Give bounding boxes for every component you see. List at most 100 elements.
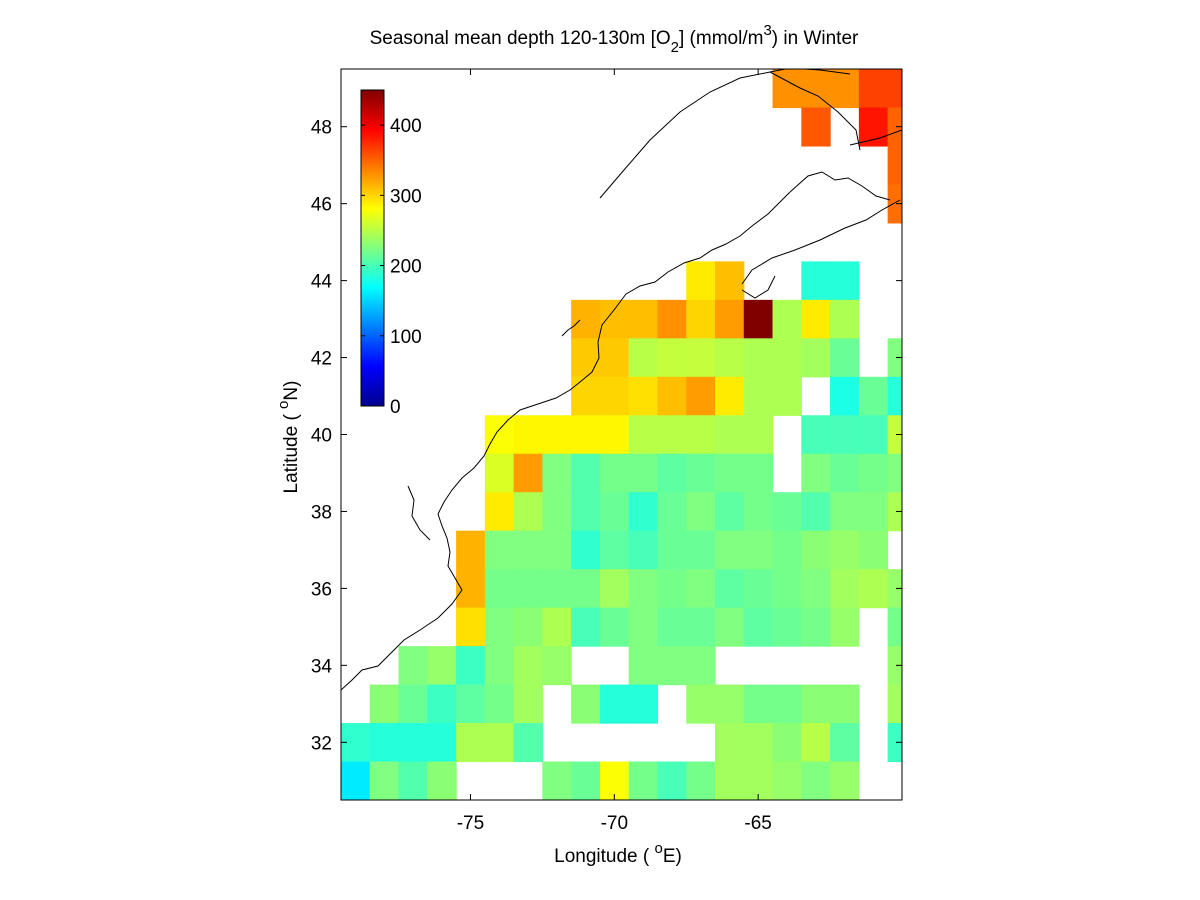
coastline <box>341 69 902 691</box>
y-tick-label: 34 <box>311 656 333 677</box>
heatmap-cell <box>830 69 860 109</box>
heatmap-cell <box>743 376 774 416</box>
heatmap-cell <box>686 646 716 686</box>
heatmap-cell <box>628 338 659 378</box>
heatmap-cell <box>801 299 831 339</box>
heatmap-cell <box>456 530 486 570</box>
heatmap-cell <box>571 338 601 378</box>
heatmap-cell <box>484 530 515 570</box>
heatmap-cell <box>456 723 486 763</box>
heatmap-cell <box>887 107 902 147</box>
heatmap-cell <box>657 646 687 686</box>
heatmap-cell <box>513 415 543 455</box>
heatmap-cell <box>830 530 860 570</box>
heatmap-cell <box>887 376 902 416</box>
heatmap-cell <box>887 453 902 493</box>
heatmap-cell <box>513 453 543 493</box>
heatmap-cell <box>657 492 687 532</box>
heatmap-cell <box>887 415 902 455</box>
heatmap-cell <box>686 569 716 609</box>
heatmap-cell <box>456 646 486 686</box>
heatmap-cell <box>830 453 860 493</box>
heatmap-cell <box>830 492 860 532</box>
heatmap-cell <box>542 453 572 493</box>
heatmap-cell <box>801 261 831 301</box>
heatmap-cell <box>657 530 687 570</box>
heatmap-cell <box>858 569 889 609</box>
heatmap-cell <box>772 376 802 416</box>
heatmap-cell <box>657 607 687 647</box>
heatmap-cell <box>887 569 902 609</box>
heatmap-cell <box>513 530 543 570</box>
x-tick-label: -75 <box>457 813 484 834</box>
heatmap-cell <box>715 569 745 609</box>
heatmap-cell <box>657 453 687 493</box>
y-tick-label: 40 <box>311 426 332 447</box>
heatmap-cell <box>830 684 860 724</box>
heatmap-cell <box>858 530 889 570</box>
heatmap-cell <box>715 299 745 339</box>
x-axis-label: Longitude ( oE) <box>554 840 682 867</box>
heatmap-cell <box>599 415 630 455</box>
heatmap-cell <box>772 569 802 609</box>
heatmap-cell <box>599 569 630 609</box>
heatmap-cell <box>657 376 687 416</box>
colorbar-tick-label: 100 <box>390 327 422 348</box>
heatmap-cell <box>743 338 774 378</box>
y-tick-label: 42 <box>311 349 332 370</box>
heatmap-cell <box>484 723 515 763</box>
heatmap-cell <box>858 376 889 416</box>
heatmap-cell <box>398 684 428 724</box>
heatmap-cell <box>657 415 687 455</box>
heatmap-cell <box>542 800 571 839</box>
heatmap-cell <box>858 69 889 109</box>
heatmap-cell <box>801 761 831 800</box>
heatmap-cell <box>715 607 745 647</box>
heatmap-cell <box>599 684 630 724</box>
heatmap-cell <box>628 761 659 800</box>
heatmap-cell <box>801 723 831 763</box>
heatmap-cell <box>542 492 572 532</box>
heatmap-cell <box>743 453 774 493</box>
heatmap-cell <box>858 492 889 532</box>
heatmap-cell <box>542 646 572 686</box>
heatmap-cell <box>398 761 428 800</box>
heatmap-cell <box>599 453 630 493</box>
heatmap-cells <box>341 69 902 839</box>
heatmap-cell <box>858 415 889 455</box>
heatmap-cell <box>772 338 802 378</box>
heatmap-cell <box>830 376 860 416</box>
heatmap-cell <box>427 761 457 800</box>
heatmap-cell <box>629 800 658 839</box>
heatmap-cell <box>887 684 902 724</box>
heatmap-cell <box>887 69 902 109</box>
heatmap-cell <box>628 569 659 609</box>
heatmap-cell <box>830 299 860 339</box>
heatmap-cell <box>628 530 659 570</box>
heatmap-cell <box>801 492 831 532</box>
heatmap-cell <box>571 761 601 800</box>
heatmap-cell <box>715 338 745 378</box>
heatmap-cell <box>484 569 515 609</box>
y-tick-label: 32 <box>311 733 332 754</box>
heatmap-cell <box>628 299 659 339</box>
heatmap-cell <box>772 530 802 570</box>
heatmap-cell <box>686 299 716 339</box>
colorbar-tick-label: 300 <box>390 186 422 207</box>
heatmap-cell <box>369 723 400 763</box>
y-tick-label: 36 <box>311 579 332 600</box>
heatmap-cell <box>484 415 515 455</box>
heatmap-cell <box>686 261 716 301</box>
heatmap-cell <box>887 145 902 186</box>
heatmap-cell <box>657 299 687 339</box>
heatmap-cell <box>571 800 600 839</box>
y-axis: 32 34 36 38 40 42 44 46 48 <box>311 118 902 754</box>
heatmap-cell <box>657 338 687 378</box>
heatmap-cell <box>887 607 902 647</box>
chart-title: Seasonal mean depth 120-130m [O2] (mmol/… <box>370 22 859 56</box>
heatmap-cell <box>628 607 659 647</box>
colorbar-tick-label: 400 <box>390 116 422 137</box>
heatmap-cell <box>571 684 601 724</box>
heatmap-cell <box>830 261 860 301</box>
